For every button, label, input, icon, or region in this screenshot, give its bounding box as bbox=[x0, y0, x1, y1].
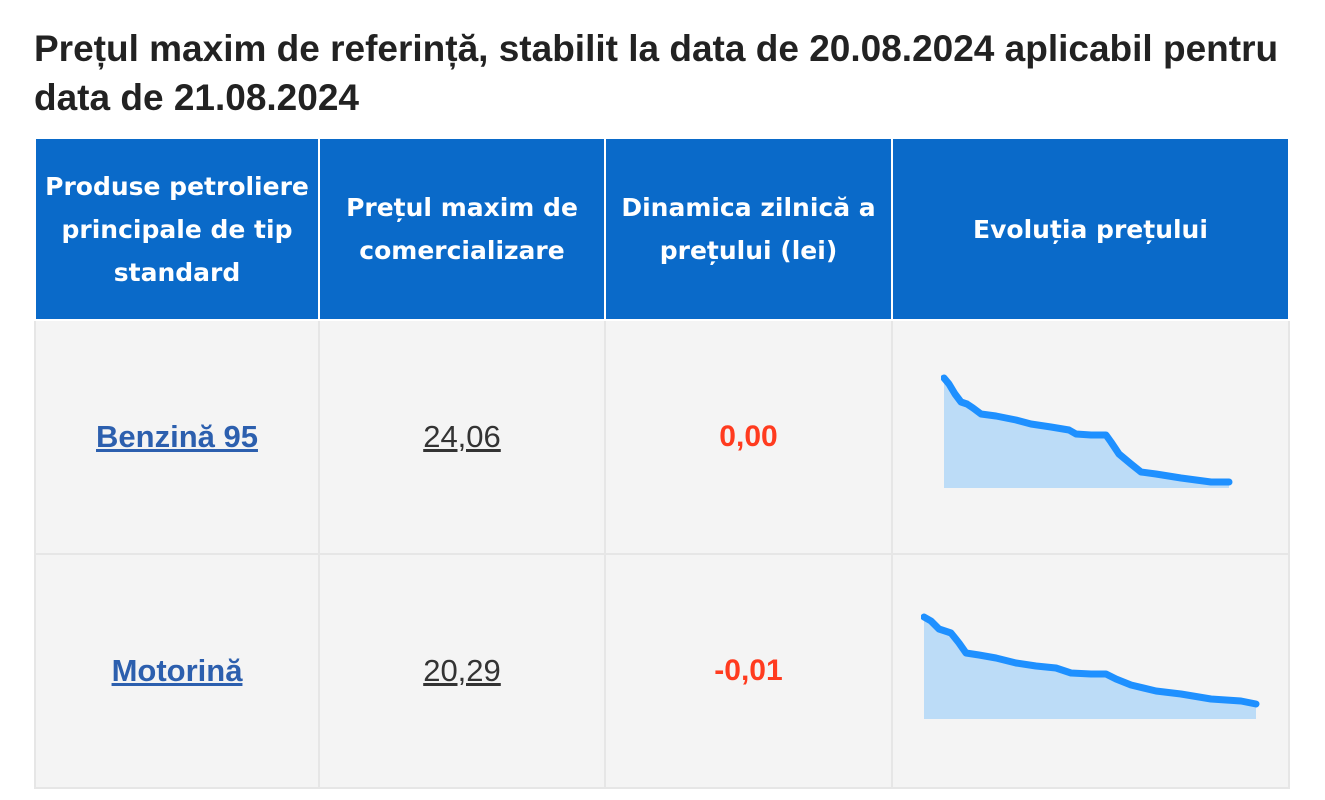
price-link-benzina-95[interactable]: 24,06 bbox=[423, 419, 501, 454]
daily-change-value: -0,01 bbox=[714, 654, 783, 687]
sparkline-line bbox=[940, 374, 1232, 486]
sparkline-area bbox=[943, 378, 1229, 488]
price-table: Produse petroliere principale de tip sta… bbox=[34, 137, 1290, 789]
product-link-benzina-95[interactable]: Benzină 95 bbox=[96, 419, 258, 454]
table-row: Motorină 20,29 -0,01 bbox=[34, 553, 1290, 789]
delta-cell: 0,00 bbox=[604, 319, 893, 555]
delta-cell: -0,01 bbox=[604, 553, 893, 789]
daily-change-value: 0,00 bbox=[719, 420, 778, 453]
table-row: Benzină 95 24,06 0,00 bbox=[34, 319, 1290, 555]
price-evolution-sparkline[interactable] bbox=[940, 372, 1241, 502]
column-header-price-evolution: Evoluția prețului bbox=[891, 137, 1290, 321]
column-header-products: Produse petroliere principale de tip sta… bbox=[34, 137, 320, 321]
evolution-cell bbox=[891, 553, 1290, 789]
price-cell: 24,06 bbox=[318, 319, 606, 555]
sparkline-line bbox=[920, 613, 1259, 708]
product-cell: Motorină bbox=[34, 553, 320, 789]
column-header-max-price: Prețul maxim de comercializare bbox=[318, 137, 606, 321]
sparkline-area bbox=[923, 617, 1256, 719]
product-cell: Benzină 95 bbox=[34, 319, 320, 555]
product-link-motorina[interactable]: Motorină bbox=[111, 653, 243, 688]
evolution-cell bbox=[891, 319, 1290, 555]
price-cell: 20,29 bbox=[318, 553, 606, 789]
table-header-row: Produse petroliere principale de tip sta… bbox=[34, 137, 1290, 321]
column-header-daily-change: Dinamica zilnică a prețului (lei) bbox=[604, 137, 893, 321]
price-evolution-sparkline[interactable] bbox=[920, 611, 1261, 731]
page-title: Prețul maxim de referință, stabilit la d… bbox=[34, 28, 1279, 118]
price-link-motorina[interactable]: 20,29 bbox=[423, 653, 501, 688]
